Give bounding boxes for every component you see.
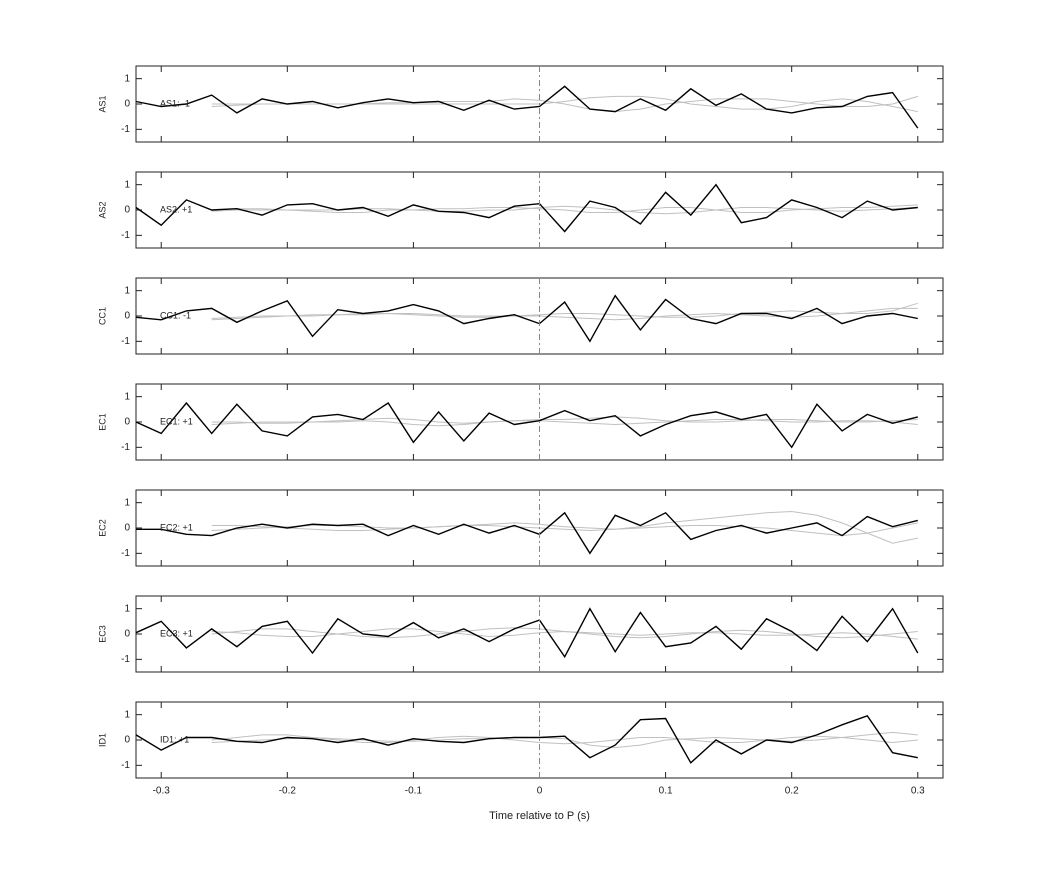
data-line: [211, 419, 918, 427]
y-tick-label: 0: [124, 311, 130, 322]
y-tick-label: 1: [124, 603, 130, 614]
y-tick-label: -1: [121, 230, 130, 241]
x-tick-label: 0.3: [911, 786, 925, 797]
y-axis-title: EC2: [97, 519, 107, 537]
data-line: [211, 731, 918, 749]
annotation: CC1: -1: [160, 310, 191, 320]
y-tick-label: 0: [124, 523, 130, 534]
annotation: EC1: +1: [160, 416, 193, 426]
y-tick-label: -1: [121, 336, 130, 347]
data-line: [211, 734, 918, 745]
data-line: [135, 607, 919, 659]
y-axis-title: ID1: [97, 733, 107, 747]
data-line: [211, 307, 918, 321]
data-line: [136, 511, 918, 555]
x-axis-title: Time relative to P (s): [489, 810, 590, 822]
x-tick-label: 0.1: [659, 786, 673, 797]
y-tick-label: 0: [124, 417, 130, 428]
y-axis-title: CC1: [97, 307, 107, 325]
data-line: [211, 510, 918, 544]
y-tick-label: 0: [124, 735, 130, 746]
y-tick-label: 0: [124, 205, 130, 216]
data-line: [135, 294, 918, 343]
y-tick-label: 0: [124, 99, 130, 110]
x-tick-label: 0.2: [785, 786, 799, 797]
y-tick-label: 1: [124, 497, 130, 508]
y-axis-title: EC1: [97, 413, 107, 431]
y-tick-label: -1: [121, 124, 130, 135]
data-line: [135, 715, 918, 764]
x-tick-label: -0.2: [279, 786, 297, 797]
y-axis-title: AS2: [97, 201, 107, 218]
annotation: EC2: +1: [160, 522, 193, 532]
data-line: [135, 401, 918, 449]
x-tick-label: -0.1: [405, 786, 423, 797]
y-axis-title: AS1: [97, 95, 107, 112]
y-tick-label: 1: [124, 391, 130, 402]
annotation: EC3: +1: [160, 628, 193, 638]
annotation: ID1: +1: [160, 734, 189, 744]
y-tick-label: 1: [124, 179, 130, 190]
data-line: [135, 85, 919, 129]
y-tick-label: -1: [121, 548, 130, 559]
data-line: [211, 205, 918, 215]
y-tick-label: -1: [121, 654, 130, 665]
y-tick-label: -1: [121, 760, 130, 771]
x-tick-label: -0.3: [153, 786, 171, 797]
y-tick-label: -1: [121, 442, 130, 453]
y-tick-label: 0: [124, 629, 130, 640]
data-line: [135, 183, 918, 233]
annotation: AS2: +1: [160, 204, 192, 214]
y-tick-label: 1: [124, 285, 130, 296]
annotation: AS1: -1: [160, 98, 190, 108]
data-line: [211, 95, 918, 113]
data-line: [211, 628, 918, 640]
y-tick-label: 1: [124, 73, 130, 84]
data-line: [211, 416, 918, 425]
x-tick-label: 0: [537, 786, 543, 797]
y-axis-title: EC3: [97, 625, 107, 643]
y-tick-label: 1: [124, 709, 130, 720]
